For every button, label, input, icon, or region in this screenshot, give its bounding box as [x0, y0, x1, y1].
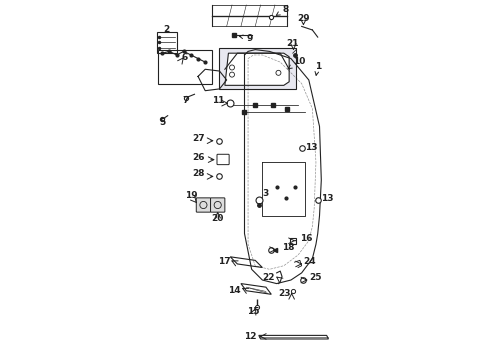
Text: 26: 26: [192, 153, 205, 162]
Text: 10: 10: [287, 57, 305, 69]
Text: 19: 19: [184, 191, 197, 200]
Text: 22: 22: [262, 273, 274, 282]
Text: 24: 24: [303, 257, 315, 266]
Text: 13: 13: [321, 194, 333, 203]
Text: 16: 16: [299, 234, 312, 243]
Bar: [157, 32, 176, 53]
FancyBboxPatch shape: [210, 198, 224, 212]
Text: 25: 25: [308, 273, 321, 282]
Text: 15: 15: [246, 307, 259, 316]
Text: 3: 3: [262, 189, 268, 198]
Text: 18: 18: [282, 243, 294, 252]
Text: 7: 7: [182, 96, 188, 105]
Text: 1: 1: [314, 62, 320, 75]
Text: 14: 14: [228, 285, 241, 294]
Text: 21: 21: [286, 39, 298, 48]
Polygon shape: [241, 284, 271, 294]
Polygon shape: [230, 257, 262, 267]
Text: 20: 20: [211, 214, 224, 223]
Polygon shape: [224, 53, 288, 85]
Text: 28: 28: [192, 170, 205, 179]
Text: 5: 5: [159, 118, 165, 127]
Text: 6: 6: [182, 53, 188, 62]
Text: 9: 9: [239, 34, 252, 43]
FancyBboxPatch shape: [217, 154, 229, 165]
Text: 27: 27: [192, 134, 205, 143]
Bar: [219, 48, 296, 89]
Text: 8: 8: [276, 5, 287, 15]
Text: 29: 29: [297, 14, 309, 23]
FancyBboxPatch shape: [196, 198, 210, 212]
Text: 2: 2: [163, 25, 169, 34]
Text: 23: 23: [278, 289, 290, 298]
Text: 17: 17: [217, 257, 230, 266]
Text: 12: 12: [244, 332, 257, 341]
Polygon shape: [258, 336, 328, 339]
Text: 13: 13: [305, 143, 317, 152]
Bar: [158, 50, 211, 84]
Text: 11: 11: [212, 96, 224, 105]
